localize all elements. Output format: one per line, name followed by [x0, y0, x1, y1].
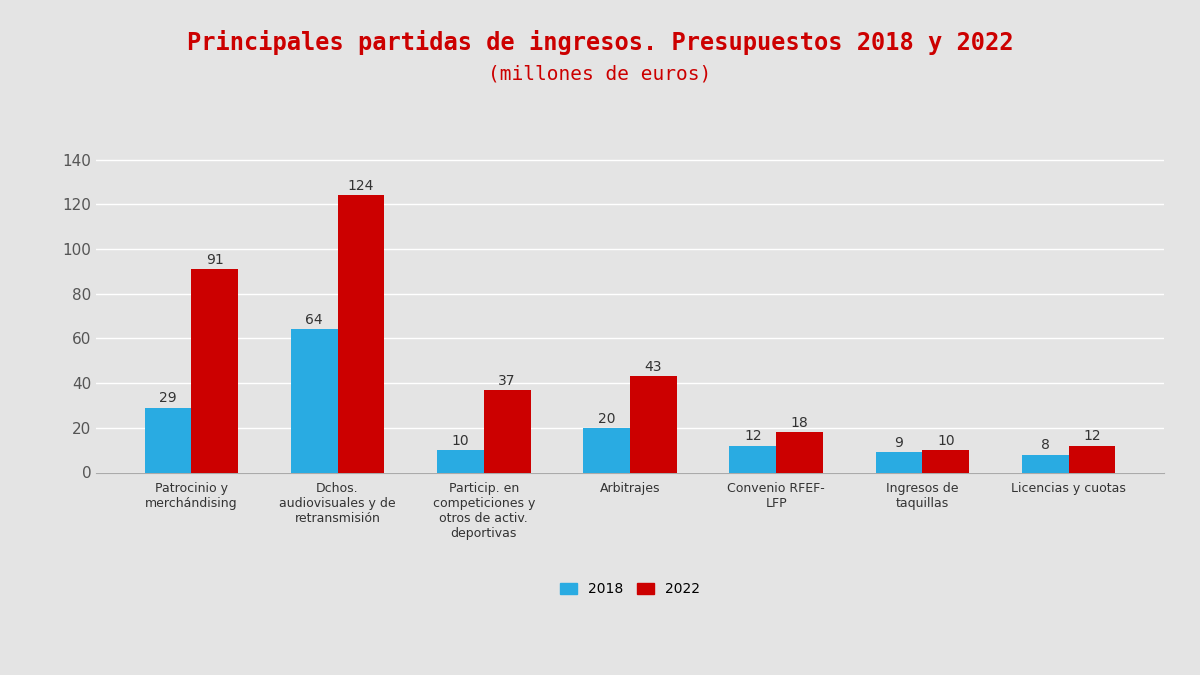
Bar	[290, 329, 337, 472]
Bar	[437, 450, 484, 472]
Bar	[1022, 455, 1069, 472]
Text: 12: 12	[1084, 429, 1100, 443]
Bar	[337, 196, 384, 472]
Bar	[191, 269, 238, 472]
Text: 37: 37	[498, 373, 516, 387]
Text: Principales partidas de ingresos. Presupuestos 2018 y 2022: Principales partidas de ingresos. Presup…	[187, 30, 1013, 55]
Text: 124: 124	[348, 179, 374, 193]
Bar	[1069, 446, 1116, 472]
Text: 18: 18	[791, 416, 809, 430]
Bar	[730, 446, 776, 472]
Bar	[144, 408, 191, 472]
Text: 91: 91	[206, 253, 223, 267]
Text: 20: 20	[598, 412, 616, 425]
Text: 12: 12	[744, 429, 762, 443]
Bar	[876, 452, 923, 472]
Text: 10: 10	[451, 434, 469, 448]
Bar	[583, 428, 630, 472]
Text: 43: 43	[644, 360, 662, 374]
Text: 10: 10	[937, 434, 955, 448]
Text: (millones de euros): (millones de euros)	[488, 64, 712, 83]
Text: 9: 9	[895, 436, 904, 450]
Text: 8: 8	[1040, 438, 1050, 452]
Bar	[923, 450, 970, 472]
Legend: 2018, 2022: 2018, 2022	[554, 576, 706, 601]
Text: 29: 29	[160, 392, 176, 406]
Bar	[630, 377, 677, 472]
Text: 64: 64	[305, 313, 323, 327]
Bar	[484, 390, 530, 472]
Bar	[776, 432, 823, 472]
